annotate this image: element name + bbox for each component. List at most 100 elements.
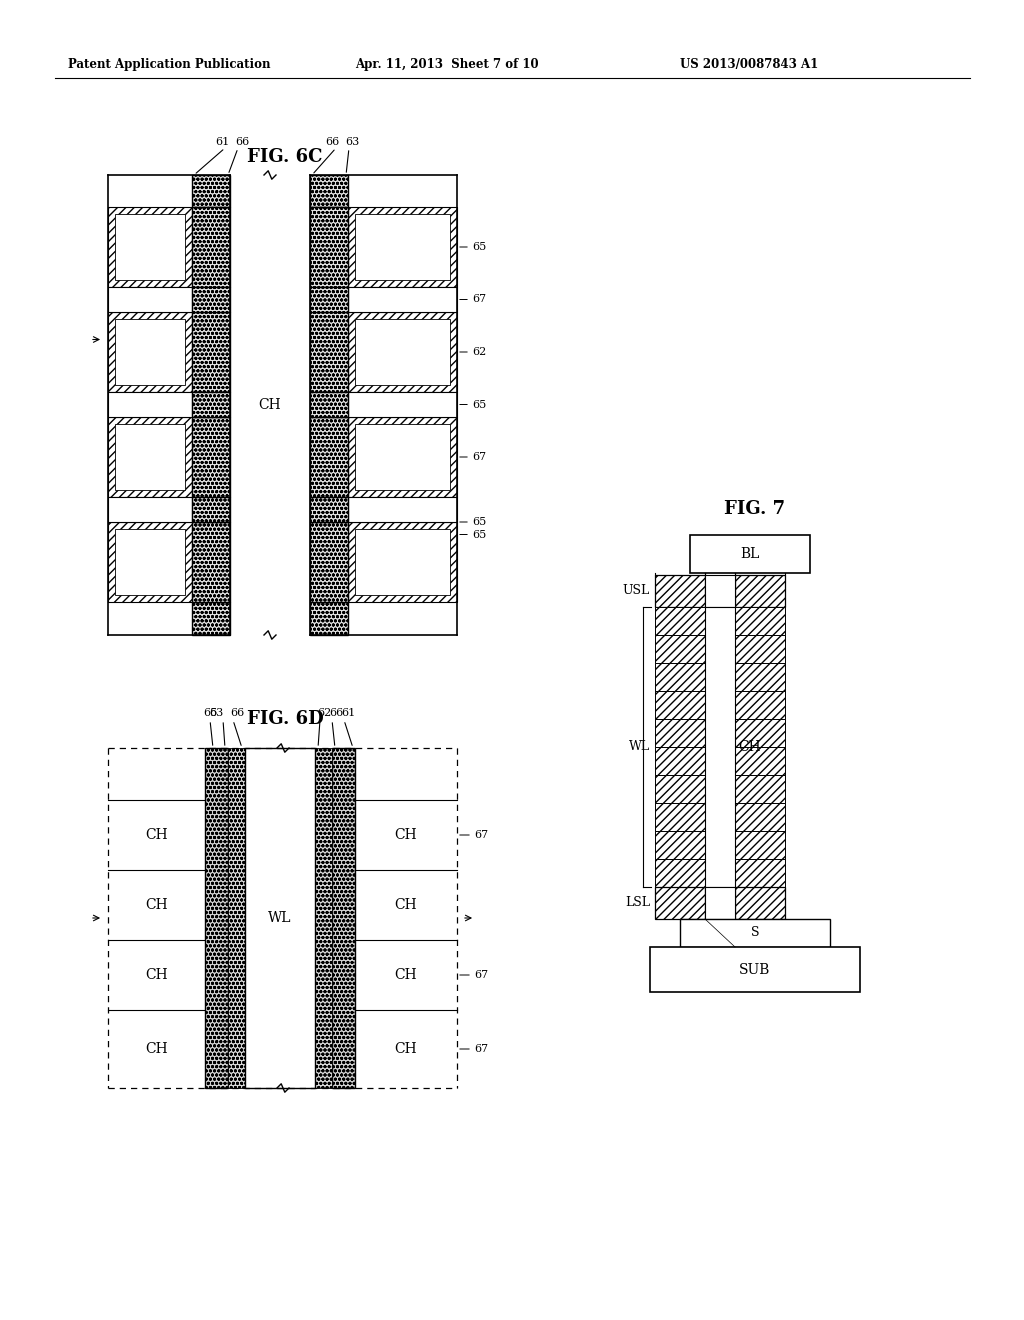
Text: CH: CH [145, 828, 168, 842]
Bar [115, 529, 185, 595]
Bar [735, 576, 785, 607]
Bar [655, 775, 705, 803]
Bar [348, 312, 457, 392]
Bar [355, 319, 450, 385]
Bar [108, 207, 193, 286]
Bar [332, 748, 355, 1088]
Text: 65: 65 [472, 529, 486, 540]
Text: FIG. 6D: FIG. 6D [247, 710, 324, 729]
Bar [193, 602, 230, 635]
Bar [193, 207, 230, 286]
Bar [735, 719, 785, 747]
Bar [348, 286, 457, 312]
Bar [655, 663, 705, 690]
Bar [310, 176, 348, 207]
Text: 65: 65 [472, 517, 486, 527]
Bar [655, 690, 705, 719]
Bar [115, 424, 185, 490]
Bar [655, 607, 705, 635]
Bar [650, 946, 860, 993]
Bar [735, 690, 785, 719]
Bar [735, 803, 785, 832]
Bar [108, 312, 193, 392]
Bar [680, 919, 830, 946]
Bar [348, 417, 457, 498]
Bar [310, 286, 348, 312]
Bar [193, 498, 230, 521]
Text: 66: 66 [326, 137, 340, 147]
Bar [690, 535, 810, 573]
Bar [705, 887, 735, 919]
Text: 67: 67 [474, 1044, 488, 1053]
Bar [193, 521, 230, 602]
Bar [655, 859, 705, 887]
Bar [355, 529, 450, 595]
Text: 61: 61 [216, 137, 230, 147]
Text: CH: CH [394, 898, 418, 912]
Bar [655, 832, 705, 859]
Text: LSL: LSL [625, 896, 650, 909]
Bar [735, 607, 785, 635]
Text: BL: BL [740, 546, 760, 561]
Text: 62: 62 [317, 708, 331, 718]
Bar [310, 521, 348, 602]
Text: Patent Application Publication: Patent Application Publication [68, 58, 270, 71]
Bar [193, 392, 230, 417]
Bar [108, 498, 193, 521]
Text: 63: 63 [345, 137, 359, 147]
Bar [735, 663, 785, 690]
Bar [655, 803, 705, 832]
Bar [705, 576, 735, 607]
Text: USL: USL [623, 585, 650, 598]
Text: 67: 67 [474, 830, 488, 840]
Bar [245, 748, 315, 1088]
Bar [108, 417, 193, 498]
Bar [310, 602, 348, 635]
Text: CH: CH [145, 968, 168, 982]
Bar [655, 576, 705, 607]
Bar [735, 832, 785, 859]
Text: 65: 65 [203, 708, 217, 718]
Text: CH: CH [145, 898, 168, 912]
Text: 67: 67 [474, 970, 488, 979]
Text: 66: 66 [329, 708, 343, 718]
Text: S: S [751, 927, 759, 940]
Bar [735, 859, 785, 887]
Bar [310, 498, 348, 521]
Text: 65: 65 [472, 242, 486, 252]
Bar [315, 748, 332, 1088]
Bar [735, 747, 785, 775]
Text: Apr. 11, 2013  Sheet 7 of 10: Apr. 11, 2013 Sheet 7 of 10 [355, 58, 539, 71]
Bar [655, 635, 705, 663]
Bar [310, 392, 348, 417]
Bar [735, 635, 785, 663]
Text: CH: CH [259, 399, 282, 412]
Bar [108, 392, 193, 417]
Text: WL: WL [268, 911, 292, 925]
Bar [735, 887, 785, 919]
Bar [193, 312, 230, 392]
Text: CH: CH [738, 741, 761, 754]
Text: CH: CH [394, 968, 418, 982]
Bar [193, 417, 230, 498]
Text: CH: CH [394, 1041, 418, 1056]
Text: 66: 66 [234, 137, 249, 147]
Text: CH: CH [394, 828, 418, 842]
Text: FIG. 6C: FIG. 6C [247, 148, 323, 166]
Bar [355, 424, 450, 490]
Bar [205, 748, 228, 1088]
Bar [310, 312, 348, 392]
Text: WL: WL [629, 741, 650, 754]
Text: US 2013/0087843 A1: US 2013/0087843 A1 [680, 58, 818, 71]
Bar [348, 207, 457, 286]
Bar [193, 286, 230, 312]
Bar [348, 392, 457, 417]
Bar [348, 521, 457, 602]
Text: 67: 67 [472, 294, 486, 305]
Bar [355, 214, 450, 280]
Text: 61: 61 [341, 708, 355, 718]
Text: CH: CH [145, 1041, 168, 1056]
Bar [310, 417, 348, 498]
Bar [193, 176, 230, 207]
Bar [705, 607, 735, 887]
